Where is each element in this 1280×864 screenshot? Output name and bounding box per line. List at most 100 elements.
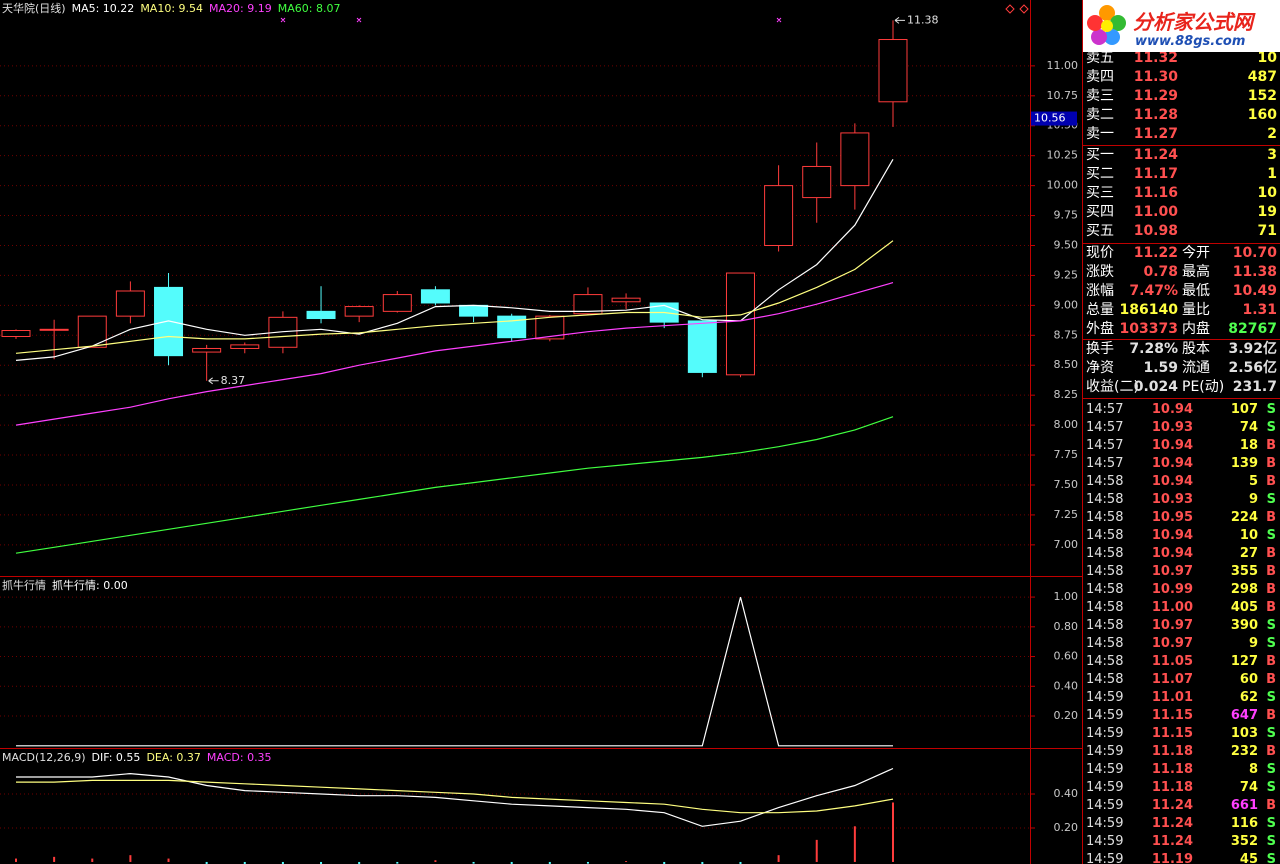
- candle-body: [725, 272, 755, 376]
- trade-side: S: [1266, 528, 1276, 543]
- row: 14:58 10.99 298 B: [1083, 580, 1280, 599]
- stat-value: 0.78: [1143, 264, 1178, 280]
- macd-bar: [510, 861, 513, 864]
- trade-price: 11.24: [1151, 834, 1193, 849]
- trade-price: 10.94: [1151, 528, 1193, 543]
- order-volume: 10: [1257, 185, 1277, 201]
- legend-entry: MA20: 9.19: [209, 2, 272, 15]
- row: 14:58 11.07 60 B: [1083, 670, 1280, 689]
- y-tick-label: 0.80: [1054, 620, 1079, 633]
- trade-side: B: [1266, 798, 1276, 813]
- y-tick-label: 8.25: [1054, 388, 1079, 401]
- trade-side: B: [1266, 672, 1276, 687]
- stat-value: 7.28%: [1129, 341, 1178, 357]
- row: 换手 7.28% 股本 3.92亿: [1083, 340, 1280, 359]
- trade-time: 14:59: [1086, 816, 1124, 831]
- stat-value: 3.92亿: [1228, 341, 1277, 357]
- row: 14:58 10.94 5 B: [1083, 472, 1280, 491]
- candle-body: [420, 289, 450, 304]
- order-volume: 19: [1257, 204, 1277, 220]
- stat-value: 1.59: [1143, 360, 1178, 376]
- stat-label: 总量: [1086, 302, 1114, 318]
- trade-time: 14:59: [1086, 780, 1124, 795]
- y-tick-label: 8.00: [1054, 418, 1079, 431]
- trade-time: 14:59: [1086, 726, 1124, 741]
- trade-side: S: [1266, 762, 1276, 777]
- row: 收益(二) 0.024 PE(动) 231.7: [1083, 378, 1280, 397]
- stat-label: 今开: [1182, 245, 1210, 261]
- legend-entry: MA60: 8.07: [278, 2, 341, 15]
- annotation: 11.38: [907, 13, 939, 26]
- logo-title: 分析家公式网: [1133, 10, 1253, 34]
- trade-volume: 116: [1230, 816, 1258, 831]
- candle-body: [535, 315, 565, 340]
- stat-label: 量比: [1182, 302, 1210, 318]
- trade-volume: 10: [1239, 528, 1258, 543]
- logo-url: www.88gs.com: [1135, 34, 1246, 49]
- row: 卖三 11.29 152: [1083, 87, 1280, 106]
- order-price: 11.29: [1133, 88, 1178, 104]
- order-label: 买四: [1086, 204, 1114, 220]
- series-line: [15, 240, 894, 354]
- order-volume: 487: [1247, 69, 1277, 85]
- series-line: [15, 416, 894, 554]
- y-tick-label: 7.00: [1054, 538, 1079, 551]
- macd-bar: [53, 856, 56, 862]
- stat-label: 涨跌: [1086, 264, 1114, 280]
- series-line: [16, 779, 894, 814]
- trade-volume: 127: [1230, 654, 1258, 669]
- legend-entry: DEA: 0.37: [146, 751, 200, 764]
- macd-bar: [663, 861, 666, 864]
- trade-time: 14:58: [1086, 474, 1124, 489]
- stat-value: 11.22: [1133, 245, 1178, 261]
- stat-label: 收益(二): [1086, 379, 1139, 395]
- y-tick-label: 11.00: [1047, 59, 1079, 72]
- row: 买三 11.16 10: [1083, 184, 1280, 203]
- candle-body: [840, 132, 870, 187]
- y-tick-label: 7.25: [1054, 508, 1079, 521]
- trade-price: 11.05: [1151, 654, 1193, 669]
- trade-price: 11.24: [1151, 816, 1193, 831]
- trade-side: S: [1266, 492, 1276, 507]
- legend-entry: 抓牛行情: 0.00: [52, 578, 128, 592]
- macd-bar: [739, 861, 742, 864]
- y-tick-label: 0.40: [1054, 679, 1079, 692]
- trade-price: 10.94: [1151, 402, 1193, 417]
- panel: [0, 596, 1030, 747]
- trade-volume: 405: [1230, 600, 1258, 615]
- y-tick-label: 10.00: [1047, 179, 1079, 192]
- stat-value: 2.56亿: [1228, 360, 1277, 376]
- trade-volume: 74: [1239, 420, 1258, 435]
- trade-price: 11.07: [1151, 672, 1193, 687]
- macd-bar: [281, 861, 284, 864]
- row: 现价 11.22 今开 10.70: [1083, 244, 1280, 263]
- trade-side: S: [1266, 402, 1276, 417]
- trade-price: 10.99: [1151, 582, 1193, 597]
- macd-bar: [548, 861, 551, 864]
- trade-side: S: [1266, 420, 1276, 435]
- row: 14:59 11.24 352 S: [1083, 832, 1280, 851]
- row: 涨跌 0.78 最高 11.38: [1083, 263, 1280, 282]
- trade-volume: 27: [1239, 546, 1258, 561]
- row: 14:58 10.94 27 B: [1083, 544, 1280, 563]
- trade-volume: 45: [1239, 852, 1258, 864]
- trade-price: 11.18: [1151, 780, 1193, 795]
- panel: [0, 767, 1030, 864]
- panel-title: 抓牛行情: [2, 578, 46, 592]
- series-line: [15, 158, 894, 361]
- trade-side: S: [1266, 816, 1276, 831]
- y-tick-label: 9.75: [1054, 209, 1079, 222]
- trade-price: 10.95: [1151, 510, 1193, 525]
- trade-price: 10.94: [1151, 474, 1193, 489]
- candle-body: [39, 328, 69, 331]
- trade-time: 14:58: [1086, 564, 1124, 579]
- row: 14:57 10.94 18 B: [1083, 436, 1280, 455]
- candle-body: [764, 185, 794, 246]
- order-label: 买五: [1086, 223, 1114, 239]
- macd-bar: [320, 861, 323, 864]
- candle-body: [154, 286, 184, 357]
- y-tick-label: 9.00: [1054, 298, 1079, 311]
- trade-time: 14:57: [1086, 402, 1124, 417]
- row: 卖五 11.32 10: [1083, 49, 1280, 68]
